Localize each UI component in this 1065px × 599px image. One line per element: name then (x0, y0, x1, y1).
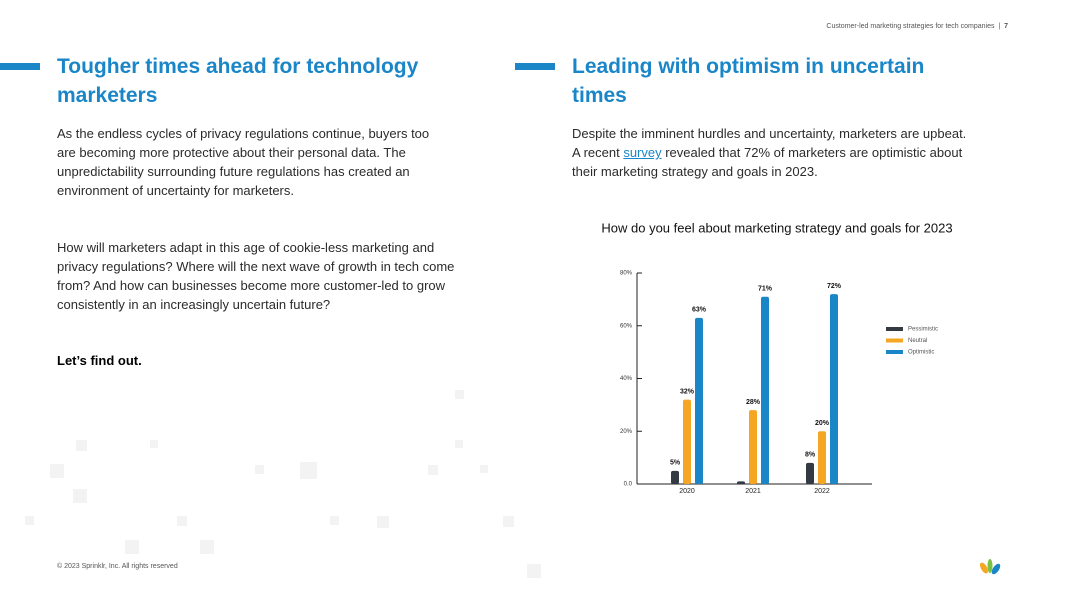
running-header: Customer-led marketing strategies for te… (826, 23, 1008, 30)
y-tick-label: 40% (620, 376, 633, 382)
legend-swatch (886, 327, 903, 331)
y-tick-label: 60% (620, 323, 633, 329)
accent-bar (0, 63, 40, 70)
paragraph: Despite the imminent hurdles and uncerta… (572, 124, 972, 181)
text: revealed that 72% of marketers are optim… (572, 145, 963, 179)
text: Despite the imminent hurdles and uncerta… (572, 126, 967, 160)
legend-label: Optimistic (908, 350, 934, 356)
bar (683, 399, 691, 484)
bar (806, 462, 814, 484)
bar (761, 296, 769, 484)
bar (830, 294, 838, 484)
bar (749, 410, 757, 484)
chart-title: How do you feel about marketing strategy… (601, 220, 952, 235)
value-label: 28% (746, 399, 761, 406)
right-title: Leading with optimism in uncertain times (572, 55, 925, 107)
legend-label: Neutral (908, 338, 927, 344)
value-label: 72% (827, 283, 842, 290)
left-title: Tougher times ahead for technology marke… (57, 55, 419, 107)
x-tick-label: 2020 (679, 488, 695, 495)
legend-swatch (886, 338, 903, 343)
closing: Let’s find out. (57, 353, 142, 368)
paragraph: How will marketers adapt in this age of … (57, 240, 455, 312)
link[interactable]: survey (623, 145, 662, 160)
value-label: 71% (758, 286, 773, 293)
y-tick-label: 0.0 (624, 482, 633, 488)
paragraph: As the endless cycles of privacy regulat… (57, 126, 430, 198)
bar (818, 431, 826, 484)
accent-bar (515, 63, 555, 70)
value-label: 8% (805, 452, 816, 459)
page-number: 7 (1004, 23, 1008, 30)
running-title: Customer-led marketing strategies for te… (826, 23, 995, 30)
bar (671, 470, 679, 484)
legend-label: Pessimistic (908, 327, 938, 333)
bar (695, 317, 703, 484)
legend-swatch (886, 350, 903, 354)
decor (25, 390, 541, 578)
logo (980, 559, 1001, 575)
copyright: © 2023 Sprinklr, Inc. All rights reserve… (57, 563, 178, 570)
y-tick-label: 80% (620, 271, 633, 277)
y-tick-label: 20% (620, 429, 633, 435)
value-label: 20% (815, 420, 830, 427)
value-label: 32% (680, 388, 695, 395)
x-tick-label: 2021 (745, 488, 761, 495)
value-label: 5% (670, 460, 681, 467)
value-label: 63% (692, 307, 707, 314)
bar (737, 481, 745, 484)
x-tick-label: 2022 (814, 488, 830, 495)
